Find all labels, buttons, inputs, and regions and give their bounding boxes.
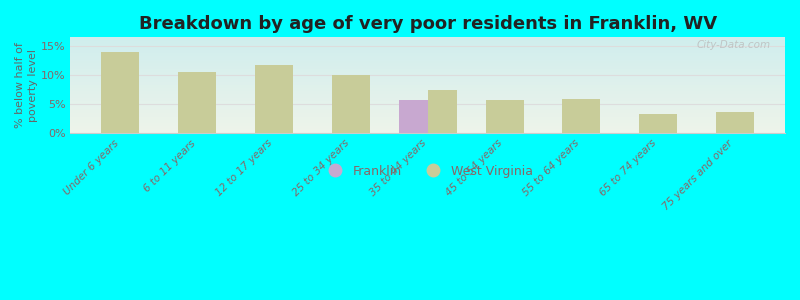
- Bar: [178, 72, 216, 133]
- Bar: [486, 100, 523, 133]
- Bar: [428, 90, 457, 133]
- Bar: [716, 112, 754, 133]
- Bar: [332, 75, 370, 133]
- Bar: [102, 52, 139, 133]
- Bar: [255, 65, 293, 133]
- Bar: [562, 99, 600, 133]
- Y-axis label: % below half of
poverty level: % below half of poverty level: [15, 42, 38, 128]
- Bar: [398, 100, 428, 133]
- Text: City-Data.com: City-Data.com: [697, 40, 770, 50]
- Bar: [639, 113, 678, 133]
- Title: Breakdown by age of very poor residents in Franklin, WV: Breakdown by age of very poor residents …: [138, 15, 717, 33]
- Legend: Franklin, West Virginia: Franklin, West Virginia: [318, 160, 538, 183]
